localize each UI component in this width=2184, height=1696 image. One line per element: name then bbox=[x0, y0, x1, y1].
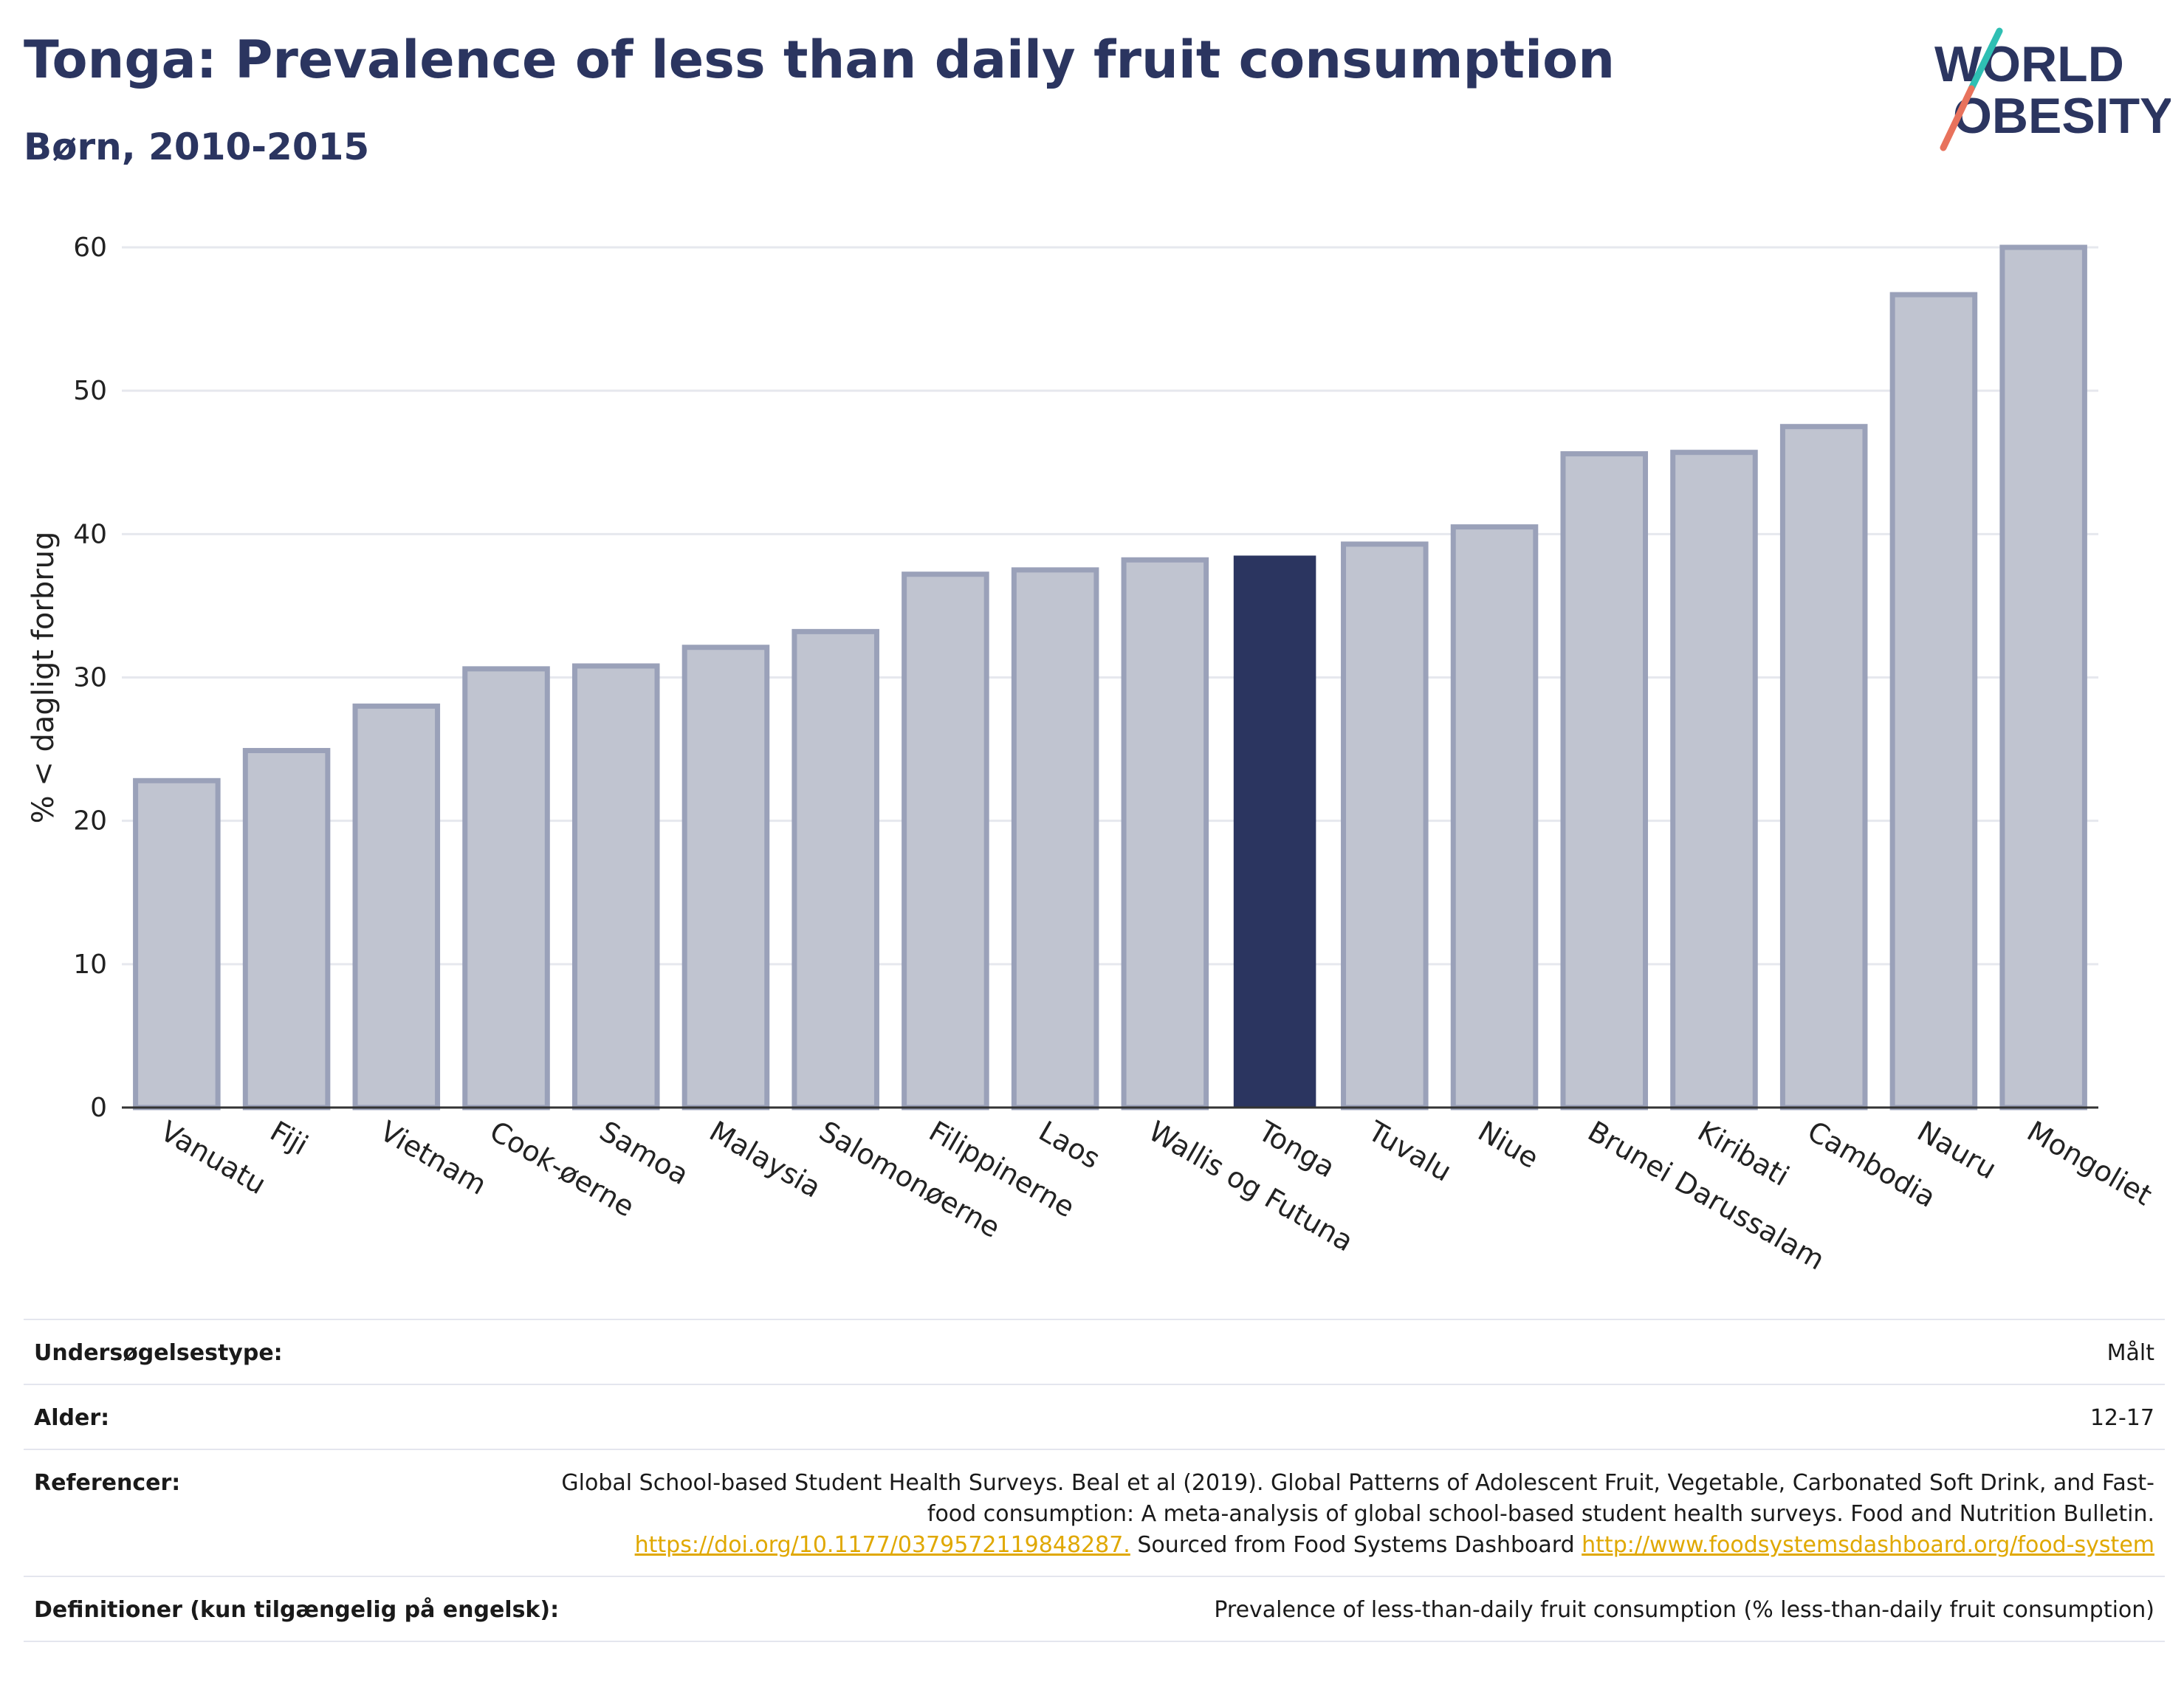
x-tick-label: Niue bbox=[1473, 1115, 1545, 1175]
x-tick-label: Wallis og Futuna bbox=[1143, 1115, 1359, 1258]
y-tick-label: 20 bbox=[73, 806, 107, 837]
x-tick-label: Laos bbox=[1034, 1115, 1106, 1175]
x-tick-label: Tonga bbox=[1252, 1114, 1340, 1184]
bar bbox=[1889, 292, 1978, 1110]
bar bbox=[681, 645, 770, 1110]
bar bbox=[1341, 541, 1429, 1110]
doi-link[interactable]: https://doi.org/10.1177/0379572119848287… bbox=[634, 1532, 1130, 1558]
info-row-definitions: Definitioner (kun tilgængelig på engelsk… bbox=[24, 1577, 2165, 1642]
bar bbox=[1560, 451, 1649, 1110]
info-table: Undersøgelsestype: Målt Alder: 12-17 Ref… bbox=[24, 1319, 2165, 1642]
bar bbox=[1999, 244, 2087, 1110]
chart-subtitle: Børn, 2010-2015 bbox=[24, 126, 370, 168]
bar bbox=[1011, 567, 1099, 1110]
x-tick-label: Nauru bbox=[1912, 1115, 2002, 1186]
y-tick-label: 60 bbox=[73, 233, 107, 263]
bar bbox=[1670, 450, 1758, 1110]
y-tick-label: 50 bbox=[73, 376, 107, 406]
x-tick-label: Mongoliet bbox=[2022, 1115, 2157, 1212]
x-tick-label: Vietnam bbox=[374, 1115, 492, 1201]
bar bbox=[1121, 557, 1209, 1110]
bar bbox=[462, 666, 550, 1110]
logo-line2: OBESITY bbox=[1953, 88, 2171, 144]
bar-chart: 0 10 20 30 40 50 60 % < dagligt forbrug VanuatuF… bbox=[27, 233, 2157, 1277]
y-tick-label: 10 bbox=[73, 950, 107, 980]
info-label: Definitioner (kun tilgængelig på engelsk… bbox=[34, 1597, 560, 1623]
info-row-survey-type: Undersøgelsestype: Målt bbox=[24, 1320, 2165, 1385]
chart-title: Tonga: Prevalence of less than daily fru… bbox=[24, 30, 1615, 90]
logo-accent-teal bbox=[1968, 27, 2003, 92]
bar bbox=[571, 663, 660, 1110]
info-label: Referencer: bbox=[34, 1470, 181, 1496]
bar bbox=[791, 628, 879, 1110]
food-systems-dashboard-link[interactable]: http://www.foodsystemsdashboard.org/food… bbox=[1582, 1532, 2154, 1558]
info-value: Prevalence of less-than-daily fruit cons… bbox=[1214, 1597, 2154, 1623]
x-tick-label: Vanuatu bbox=[155, 1115, 272, 1201]
x-tick-label: Fiji bbox=[265, 1115, 314, 1161]
y-axis-label: % < dagligt forbrug bbox=[27, 532, 61, 824]
reference-text: Global School-based Student Health Surve… bbox=[561, 1470, 2154, 1527]
info-value: 12-17 bbox=[2089, 1405, 2154, 1431]
y-tick-label: 0 bbox=[90, 1093, 107, 1123]
bar bbox=[1779, 424, 1868, 1110]
y-tick-label: 30 bbox=[73, 663, 107, 693]
bar-highlight bbox=[1233, 555, 1316, 1108]
info-label: Alder: bbox=[34, 1405, 110, 1431]
bar bbox=[133, 777, 221, 1110]
bar bbox=[1450, 524, 1539, 1110]
logo-accent-coral bbox=[1940, 85, 1975, 151]
info-row-age: Alder: 12-17 bbox=[24, 1385, 2165, 1450]
logo-line1: WORLD bbox=[1934, 36, 2124, 92]
x-tick-label: Malaysia bbox=[704, 1115, 826, 1204]
bar bbox=[902, 571, 989, 1110]
x-tick-label: Tuvalu bbox=[1362, 1114, 1457, 1188]
world-obesity-logo: WORLD OBESITY bbox=[1934, 27, 2171, 151]
info-value: Målt bbox=[2106, 1340, 2154, 1366]
info-row-references: Referencer: Global School-based Student … bbox=[24, 1450, 2165, 1577]
bar bbox=[352, 703, 441, 1110]
bar bbox=[242, 748, 331, 1110]
info-value-references: Global School-based Student Health Surve… bbox=[530, 1468, 2154, 1561]
info-label: Undersøgelsestype: bbox=[34, 1340, 283, 1366]
x-tick-label: Salomonøerne bbox=[814, 1115, 1006, 1244]
reference-text: Sourced from Food Systems Dashboard bbox=[1130, 1532, 1582, 1558]
y-tick-label: 40 bbox=[73, 519, 107, 549]
